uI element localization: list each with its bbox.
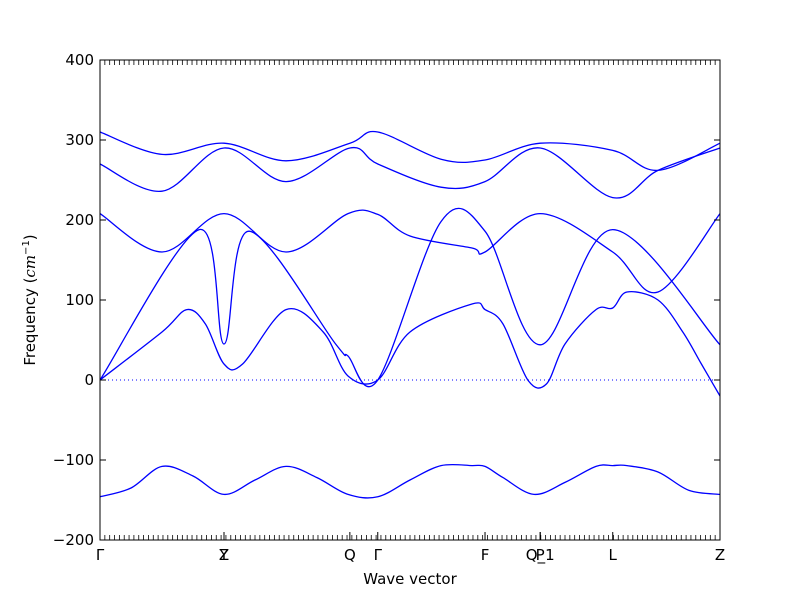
y-tick-label: 300 [65,131,94,149]
sym-point-label: L [609,546,618,564]
y-axis-title-text: Frequency ( [21,278,39,366]
y-axis-title: Frequency (cm−1) [21,234,39,365]
sym-point-label: F [481,546,490,564]
y-tick-label: 0 [84,371,94,389]
sym-point-label: Γ [374,546,383,564]
sym-point-label: Y [218,546,229,564]
y-tick-label: 100 [65,291,94,309]
sym-point-label: Q [344,546,356,564]
dispersion-branch-4 [99,209,721,294]
y-tick-label: −100 [53,451,94,469]
x-axis-ticks: Γ YZ Q Γ F PQ_1 L Z [96,60,725,565]
sym-point-label: Q_1 [526,546,555,565]
dispersion-branch-6 [99,130,721,172]
sym-point-label: Z [219,546,229,564]
y-tick-label: 400 [65,51,94,69]
dispersion-branch-5 [99,146,721,199]
dispersion-branch-1 [99,463,721,499]
sym-point-label: Γ [96,546,105,564]
y-axis-ticks: −200 −100 0 100 200 300 400 [53,51,720,549]
y-tick-label: 200 [65,211,94,229]
dispersion-branch-3 [99,207,721,388]
y-axis-title-sup: −1 [21,240,32,255]
x-axis-title: Wave vector [363,570,457,588]
y-axis-title-math: cm [21,255,39,278]
y-axis-title-close: ) [21,234,39,240]
dispersion-branch-2 [99,291,721,397]
sym-point-label: Z [715,546,725,564]
plot-area [100,60,720,540]
dispersion-curves [99,130,721,499]
sym-point-label: P [536,546,545,564]
y-tick-label: −200 [53,531,94,549]
